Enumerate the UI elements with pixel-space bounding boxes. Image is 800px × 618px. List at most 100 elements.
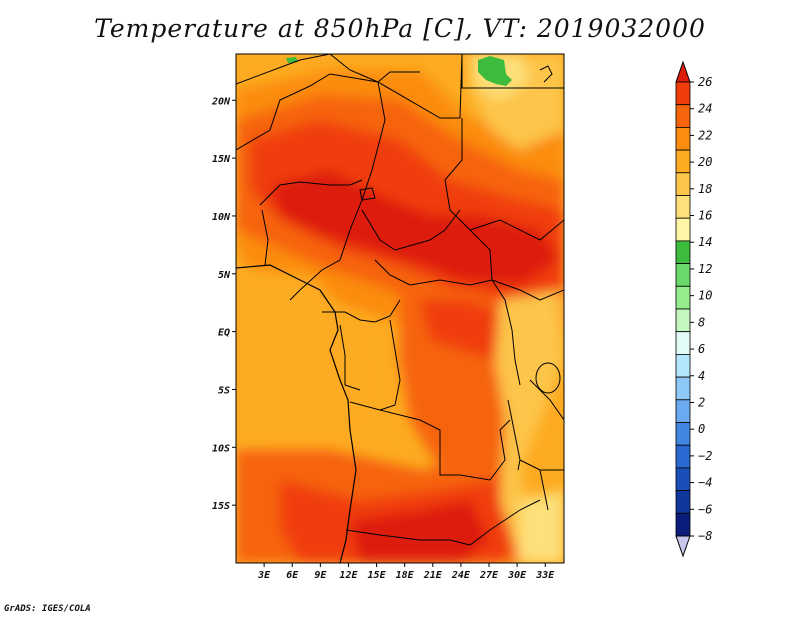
border-niger-mali [236, 73, 379, 151]
coastline-west-africa [236, 264, 357, 563]
credit-label: GrADS: IGES/COLA [4, 604, 91, 614]
field-band-14-southeast [520, 490, 564, 563]
border-niger-chad [361, 81, 386, 201]
colorbar-label: −4 [698, 476, 712, 490]
colorbar-cell [675, 467, 691, 491]
x-tick-label: 6E [286, 570, 299, 581]
lake-tanganyika [507, 399, 521, 471]
colorbar-label: 10 [698, 289, 712, 303]
colorbar-cell [675, 444, 691, 469]
y-tick-label: 10S [212, 443, 230, 454]
x-tick-label: 27E [479, 570, 499, 581]
border-cameroon-congo [322, 299, 401, 323]
colorbar-cell [675, 127, 691, 151]
colorbar-cell [675, 422, 691, 446]
x-tick-label: 9E [314, 570, 327, 581]
map-frame [235, 53, 565, 564]
field-band-12-patch-small [286, 57, 298, 63]
border-chad-car [361, 209, 461, 251]
colorbar-cell [675, 217, 691, 242]
x-tick-label: 30E [507, 570, 527, 581]
colorbar-label: 22 [698, 128, 712, 142]
colorbar-top-arrow [675, 60, 691, 83]
colorbar-cell [675, 240, 691, 264]
colorbar-cell [675, 149, 691, 174]
colorbar-label: 18 [698, 182, 712, 196]
y-tick-label: 15N [212, 154, 231, 165]
colorbar-label: −8 [698, 529, 712, 543]
border-nigeria-cameroon [289, 199, 363, 301]
y-tick-label: 20N [211, 96, 231, 107]
colorbar-cell [675, 308, 691, 333]
border-kenya-tanzania [529, 379, 564, 421]
y-axis-ticks: 20N 15N 10N 5N EQ 5S 10S 15S [211, 96, 236, 512]
border-angola-namibia [345, 529, 471, 546]
temperature-field [236, 54, 564, 563]
colorbar-cell [675, 512, 691, 537]
colorbar-cell [675, 353, 691, 378]
coastline-red-sea [539, 65, 553, 83]
colorbar-label: 0 [698, 422, 705, 436]
border-drc-uganda [491, 279, 521, 386]
border-southsudan-ethiopia [491, 279, 564, 301]
border-benin-nigeria [261, 209, 269, 266]
colorbar-label: 20 [698, 155, 712, 169]
colorbar-bottom-arrow [675, 535, 691, 558]
border-chad-sudan [444, 118, 493, 281]
colorbar-cell [675, 376, 691, 401]
border-congo-drc [379, 319, 401, 411]
y-tick-label: 5N [218, 270, 231, 281]
country-borders [236, 54, 564, 563]
colorbar-label: 4 [698, 369, 705, 383]
border-egypt-sudan [461, 54, 564, 89]
border-niger-nigeria [259, 179, 363, 206]
field-band-26-south [350, 500, 490, 563]
colorbar-cell [675, 263, 691, 287]
colorbar-label: −6 [698, 502, 712, 516]
lake-chad [359, 187, 376, 201]
colorbar-label: 8 [698, 315, 705, 329]
border-car-congo [374, 259, 493, 286]
colorbar-label: 16 [698, 209, 712, 223]
border-drc-angola [349, 401, 460, 476]
colorbar-cell [675, 172, 691, 196]
field-band-26-sahel [270, 170, 560, 285]
y-tick-label: 5S [218, 385, 230, 396]
colorbar-cell [675, 195, 691, 219]
colorbar-cell [675, 399, 691, 423]
x-tick-label: 3E [257, 570, 271, 581]
x-tick-label: 15E [368, 570, 387, 581]
x-tick-label: 18E [396, 570, 415, 581]
colorbar-cell [675, 285, 691, 310]
colorbar-label: 26 [698, 75, 712, 89]
border-libya-chad [377, 54, 463, 119]
colorbar-label: −2 [698, 449, 712, 463]
field-band-16-east-highlands [495, 290, 564, 563]
colorbar-cell [675, 81, 691, 106]
colorbar-label: 14 [698, 235, 712, 249]
field-band-24-congo [420, 300, 520, 360]
y-tick-label: 10N [212, 212, 231, 223]
x-tick-label: 24E [451, 570, 471, 581]
colorbar-label: 12 [698, 262, 712, 276]
colorbar-label: 2 [698, 395, 705, 409]
border-gabon-congo [339, 324, 361, 391]
colorbar-label: 6 [698, 342, 705, 356]
x-tick-label: 21E [423, 570, 443, 581]
border-drc-zambia [459, 419, 511, 481]
field-band-12-patch [478, 56, 512, 86]
lake-malawi [539, 469, 549, 511]
y-tick-label: 15S [212, 501, 230, 512]
colorbar-cell [675, 331, 691, 355]
border-algeria-niger-mali [236, 54, 331, 85]
x-tick-label: 12E [339, 570, 358, 581]
border-zambia-zimbabwe [469, 499, 541, 546]
x-axis-ticks: 3E 6E 9E 12E 15E 18E 21E 24E 27E 30E 33E [257, 563, 555, 581]
colorbar-cell [675, 490, 691, 514]
colorbar-label: 24 [698, 102, 712, 116]
lake-victoria [535, 362, 561, 394]
y-tick-label: EQ [218, 328, 230, 339]
x-tick-label: 33E [535, 570, 555, 581]
